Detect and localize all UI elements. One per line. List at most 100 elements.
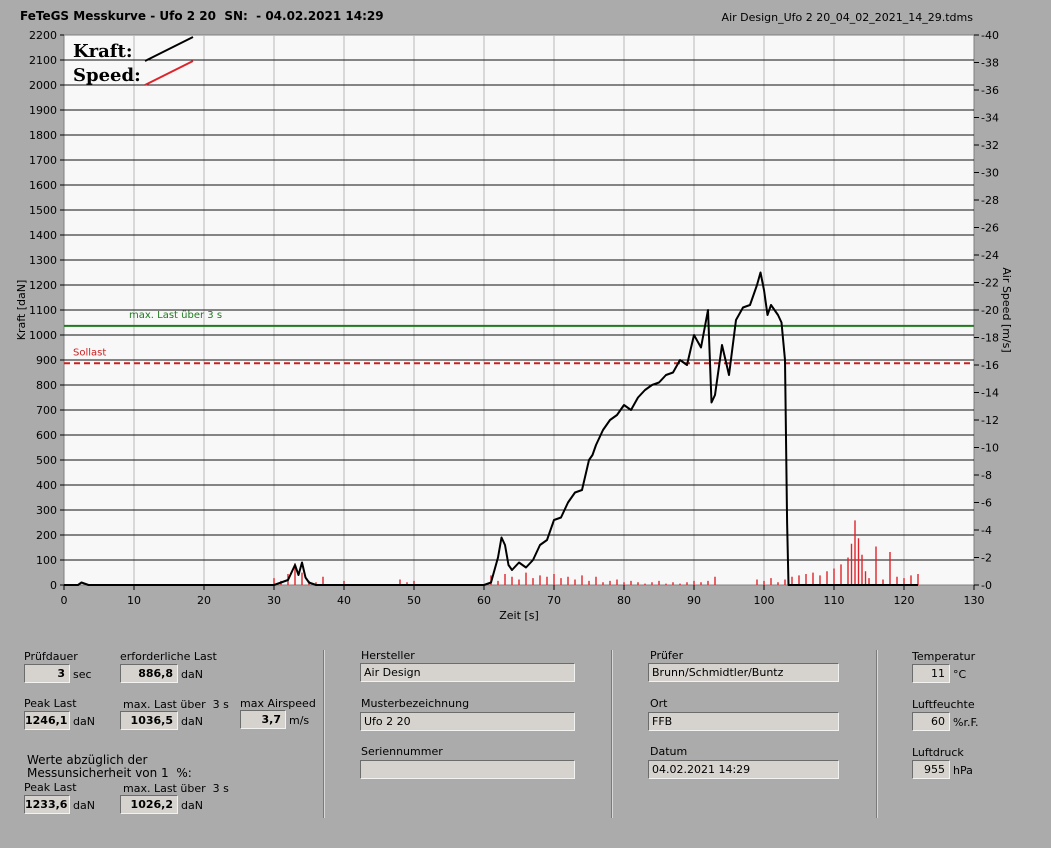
pruefdauer-unit: sec [73,668,92,681]
kraft-series-line [64,271,918,586]
y2-tick-label: -28 [981,194,999,207]
y-tick-label: 1400 [29,229,57,242]
y-tick-label: 1200 [29,279,57,292]
y-tick-label: 300 [36,504,57,517]
seriennummer-field[interactable] [360,760,575,779]
x-tick-label: 120 [894,594,915,607]
legend-kraft-swatch [144,36,194,62]
y-tick-label: 400 [36,479,57,492]
x-axis-label: Zeit [s] [499,609,538,622]
peak-last-corrected-unit: daN [73,799,95,812]
ort-field[interactable]: FFB [648,712,839,731]
temperatur-unit: °C [953,668,967,681]
x-tick-label: 10 [127,594,141,607]
peak-last-label: Peak Last [24,697,77,710]
y-tick-label: 2100 [29,54,57,67]
separator-3 [876,650,878,818]
x-tick-label: 110 [824,594,845,607]
y-tick-label: 1000 [29,329,57,342]
erforderliche-last-value: 886,8 [120,664,178,683]
y-tick-label: 900 [36,354,57,367]
sollast-reference-label: Sollast [73,347,106,358]
max-airspeed-unit: m/s [289,714,310,727]
max-last-unit: daN [181,715,203,728]
y2-tick-label: -24 [981,249,999,262]
datum-label: Datum [650,745,688,758]
y2-tick-label: -22 [981,277,999,290]
separator-2 [611,650,613,818]
y-tick-label: 700 [36,404,57,417]
y-tick-label: 1700 [29,154,57,167]
y-tick-label: 1100 [29,304,57,317]
y2-tick-label: -30 [981,167,999,180]
y-axis-label: Kraft [daN] [15,280,28,341]
max-airspeed-label: max Airspeed [240,697,316,710]
x-tick-label: 50 [407,594,421,607]
peak-last-corrected-label: Peak Last [24,781,77,794]
x-tick-label: 80 [617,594,631,607]
max-last-corrected-value: 1026,2 [120,795,178,814]
measurement-uncertainty-note: Werte abzüglich der Messunsicherheit von… [27,753,192,780]
y2-tick-label: -4 [981,524,992,537]
luftdruck-value: 955 [912,760,950,779]
x-tick-label: 60 [477,594,491,607]
y-tick-label: 1600 [29,179,57,192]
ort-label: Ort [650,697,668,710]
musterbezeichnung-field[interactable]: Ufo 2 20 [360,712,575,731]
max-last-label: max. Last über 3 s [123,698,229,711]
peak-last-unit: daN [73,715,95,728]
y2-tick-label: -18 [981,332,999,345]
x-tick-label: 70 [547,594,561,607]
y2-tick-label: -20 [981,304,999,317]
luftfeuchte-value: 60 [912,712,950,731]
seriennummer-label: Seriennummer [361,745,443,758]
hersteller-label: Hersteller [361,649,415,662]
y2-tick-label: -0 [981,579,992,592]
y2-tick-label: -8 [981,469,992,482]
y2-tick-label: -10 [981,442,999,455]
x-tick-label: 30 [267,594,281,607]
y-tick-label: 500 [36,454,57,467]
x-tick-label: 40 [337,594,351,607]
peak-last-value: 1246,1 [24,711,70,730]
y2-tick-label: -38 [981,57,999,70]
luftdruck-label: Luftdruck [912,746,964,759]
datum-field[interactable]: 04.02.2021 14:29 [648,760,839,779]
x-tick-label: 90 [687,594,701,607]
y2-tick-label: -16 [981,359,999,372]
y-tick-label: 1800 [29,129,57,142]
y-tick-label: 600 [36,429,57,442]
luftfeuchte-unit: %r.F. [953,716,979,729]
x-tick-label: 0 [61,594,68,607]
pruefer-field[interactable]: Brunn/Schmidtler/Buntz [648,663,839,682]
y-tick-label: 200 [36,529,57,542]
separator-1 [323,650,325,818]
hersteller-field[interactable]: Air Design [360,663,575,682]
pruefdauer-label: Prüfdauer [24,650,78,663]
temperatur-label: Temperatur [912,650,976,663]
luftdruck-unit: hPa [953,764,973,777]
x-tick-label: 100 [754,594,775,607]
y-tick-label: 1300 [29,254,57,267]
musterbezeichnung-label: Musterbezeichnung [361,697,470,710]
y2-tick-label: -40 [981,29,999,42]
pruefer-label: Prüfer [650,649,684,662]
file-name: Air Design_Ufo 2 20_04_02_2021_14_29.tdm… [721,11,973,24]
max-last-value: 1036,5 [120,711,178,730]
temperatur-value: 11 [912,664,950,683]
y2-tick-label: -6 [981,497,992,510]
legend-kraft-label: Kraft: [73,41,133,62]
y2-tick-label: -12 [981,414,999,427]
y2-tick-label: -36 [981,84,999,97]
y-tick-label: 800 [36,379,57,392]
y2-tick-label: -32 [981,139,999,152]
max-airspeed-value: 3,7 [240,710,286,729]
legend-speed-label: Speed: [73,65,141,86]
erforderliche-last-unit: daN [181,668,203,681]
max-last-corrected-label: max. Last über 3 s [123,782,229,795]
force-speed-chart: 0 10 20 30 40 50 60 70 80 90 100 110 120 130010020030… [15,29,1013,622]
window-title: FeTeGS Messkurve - Ufo 2 20 SN: - 04.02.… [20,9,384,23]
max-last-reference-label: max. Last über 3 s [129,310,222,321]
y2-axis-label: Air Speed [m/s] [1000,267,1013,352]
y2-tick-label: -2 [981,552,992,565]
